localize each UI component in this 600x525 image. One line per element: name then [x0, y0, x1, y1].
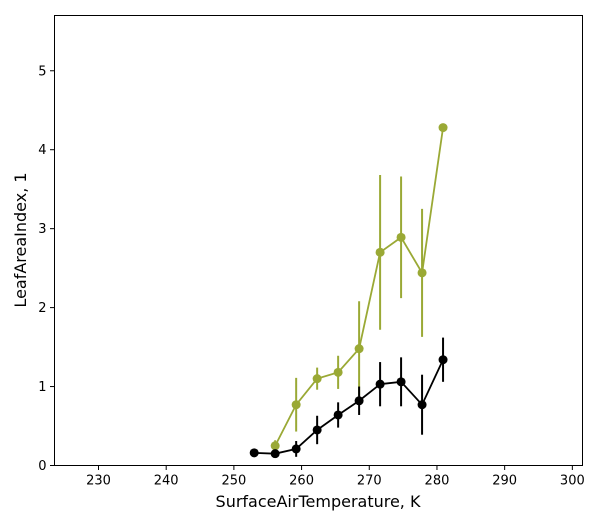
x-tick-label: 250	[221, 474, 246, 489]
data-point	[291, 400, 301, 410]
y-tick-label: 3	[38, 222, 46, 237]
data-point	[438, 123, 448, 133]
y-axis-label: LeafAreaIndex, 1	[11, 172, 30, 307]
data-point	[438, 355, 448, 365]
y-tick-label: 0	[38, 459, 46, 474]
plot-frame	[54, 15, 583, 466]
data-point	[249, 448, 259, 458]
x-tick-label: 230	[86, 474, 111, 489]
series-layer	[249, 123, 448, 459]
x-axis-label: SurfaceAirTemperature, K	[216, 492, 421, 511]
data-point	[354, 344, 364, 354]
data-point	[375, 379, 385, 389]
data-point	[270, 441, 280, 451]
series-0	[270, 123, 448, 452]
x-tick-label: 300	[560, 474, 585, 489]
data-point	[417, 400, 427, 410]
x-tick-label: 240	[154, 474, 179, 489]
data-point	[312, 425, 322, 435]
x-tick-label: 260	[289, 474, 314, 489]
ticks-layer: 230 240 250 260 270 280 290 300 0 1 2 3 4 5	[38, 64, 585, 488]
data-point	[333, 367, 343, 377]
data-point	[333, 410, 343, 420]
data-point	[375, 247, 385, 257]
data-point	[270, 449, 280, 459]
data-point	[354, 396, 364, 406]
y-tick-label: 4	[38, 143, 46, 158]
series-line	[254, 359, 444, 455]
y-tick-label: 2	[38, 301, 46, 316]
x-tick-label: 290	[492, 474, 517, 489]
data-point	[396, 377, 406, 387]
y-tick-label: 1	[38, 380, 46, 395]
x-tick-label: 280	[425, 474, 450, 489]
series-1	[249, 337, 448, 459]
data-point	[396, 232, 406, 242]
x-tick-label: 270	[357, 474, 382, 489]
data-point	[417, 268, 427, 278]
data-point	[291, 444, 301, 454]
y-tick-label: 5	[38, 64, 46, 79]
data-point	[312, 374, 322, 384]
